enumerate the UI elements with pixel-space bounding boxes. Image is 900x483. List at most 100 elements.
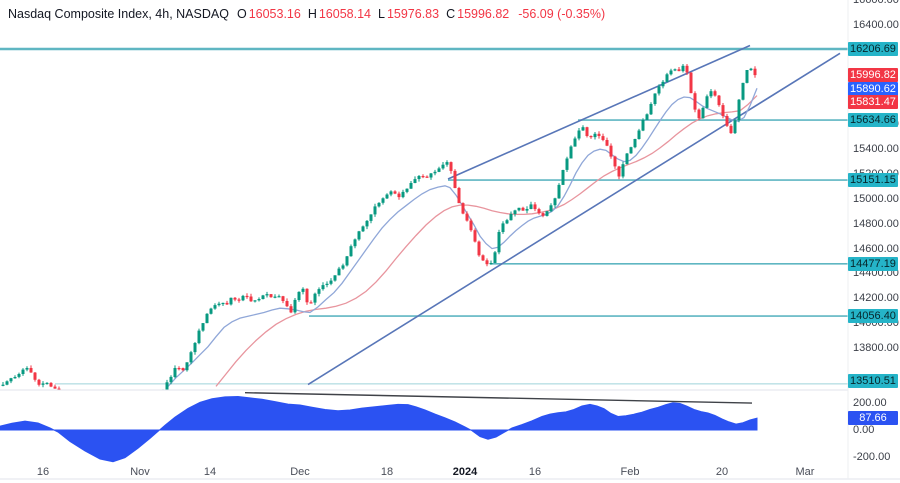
candle-body — [285, 301, 289, 307]
candle-body — [657, 86, 661, 94]
candle-body — [593, 133, 597, 138]
candle-body — [181, 368, 185, 371]
candle-body — [613, 156, 617, 167]
price-tick: 15000.00 — [853, 192, 899, 205]
ray-price-label: 15634.66 — [848, 113, 898, 127]
candle-body — [281, 296, 285, 301]
candle-body — [665, 74, 669, 82]
ohlc-value: 16053.16 — [248, 7, 301, 21]
candle-body — [5, 381, 9, 385]
candle-body — [669, 70, 673, 75]
ohlc-values: O 16053.16 H 16058.14 L 15976.83 C 15996.82 — [237, 7, 516, 21]
candle-body — [357, 231, 361, 240]
candle-body — [617, 166, 621, 177]
oscillator-pane[interactable] — [0, 392, 758, 463]
candle-body — [649, 104, 653, 115]
candle-body — [721, 105, 725, 116]
candle-body — [341, 265, 345, 269]
symbol-title: Nasdaq Composite Index, 4h, NASDAQ — [8, 7, 229, 21]
candle-body — [221, 302, 225, 305]
oscillator-tick: 0.00 — [853, 424, 875, 436]
candle-body — [37, 379, 41, 385]
candle-body — [713, 91, 717, 96]
candle-body — [173, 368, 177, 377]
candle-body — [397, 193, 401, 198]
candle-body — [481, 255, 485, 261]
candle-body — [497, 232, 501, 253]
ray-price-label: 16206.69 — [848, 42, 898, 56]
candle-body — [729, 125, 733, 134]
change-value: -56.09 (-0.35%) — [518, 7, 606, 21]
candle-body — [385, 194, 389, 199]
candle-body — [321, 285, 325, 290]
candle-body — [197, 330, 201, 344]
price-tick: 16600.00 — [853, 0, 899, 7]
candle-body — [277, 296, 281, 298]
candle-body — [453, 170, 457, 188]
price-axis[interactable]: 16600.0016400.0015600.0015400.0015200.00… — [848, 0, 900, 483]
candle-body — [17, 374, 21, 377]
candle-body — [741, 82, 745, 100]
candle-body — [573, 138, 577, 147]
moving-average-lines — [167, 88, 758, 387]
candle-body — [461, 203, 465, 214]
candle-body — [229, 297, 233, 305]
candle-body — [525, 209, 529, 211]
price-tick: 14200.00 — [853, 292, 899, 305]
candle-body — [433, 171, 437, 174]
candle-body — [237, 299, 241, 301]
oscillator-area — [0, 395, 758, 463]
candle-body — [425, 176, 429, 178]
candle-body — [421, 176, 425, 178]
candle-body — [162, 391, 165, 397]
ma-fast-line — [167, 88, 758, 387]
candle-body — [325, 283, 329, 285]
time-axis[interactable]: 16 Nov 14 Dec 18 2024 16 Feb 20 Mar — [0, 464, 848, 483]
candle-body — [297, 291, 301, 300]
candle-body — [609, 145, 613, 157]
candle-body — [697, 109, 701, 119]
price-tick: 14600.00 — [853, 242, 899, 255]
ma-slow-price-label: 15831.47 — [848, 95, 898, 110]
channel-trendline[interactable] — [447, 44, 751, 180]
candle-body — [485, 260, 489, 265]
candle-body — [313, 293, 317, 303]
candlestick-series[interactable] — [1, 64, 757, 397]
candle-body — [501, 223, 505, 232]
candle-body — [377, 202, 381, 207]
candle-body — [541, 213, 545, 216]
ohlc-value: 15996.82 — [457, 7, 510, 21]
candle-body — [405, 188, 409, 192]
time-axis-label: 14 — [203, 466, 217, 478]
candle-body — [417, 176, 421, 179]
oscillator-trendline[interactable] — [244, 392, 753, 404]
candle-body — [45, 382, 49, 385]
candle-body — [205, 313, 209, 324]
candle-body — [373, 206, 377, 215]
candle-body — [9, 378, 13, 382]
candle-body — [505, 220, 509, 224]
candle-body — [629, 147, 633, 154]
time-axis-label: 16 — [528, 466, 542, 478]
time-axis-label: Nov — [130, 466, 150, 478]
horizontal-ray-lines[interactable] — [0, 47, 848, 385]
candle-body — [365, 220, 369, 227]
ray-price-label: 13510.51 — [848, 374, 898, 388]
candle-body — [681, 65, 685, 72]
time-axis-label: Dec — [290, 466, 310, 478]
candle-body — [57, 388, 61, 390]
channel-trendline[interactable] — [307, 52, 841, 386]
candle-body — [653, 93, 657, 104]
ohlc-value: 16058.14 — [318, 7, 371, 21]
candle-body — [185, 362, 189, 371]
candle-body — [21, 369, 25, 374]
candle-body — [477, 241, 481, 256]
ohlc-key: L — [378, 7, 385, 21]
candle-body — [253, 300, 257, 302]
trend-channel-lines[interactable] — [307, 44, 841, 386]
candle-body — [689, 72, 693, 94]
candle-body — [565, 158, 569, 170]
time-axis-label: Mar — [795, 466, 815, 478]
